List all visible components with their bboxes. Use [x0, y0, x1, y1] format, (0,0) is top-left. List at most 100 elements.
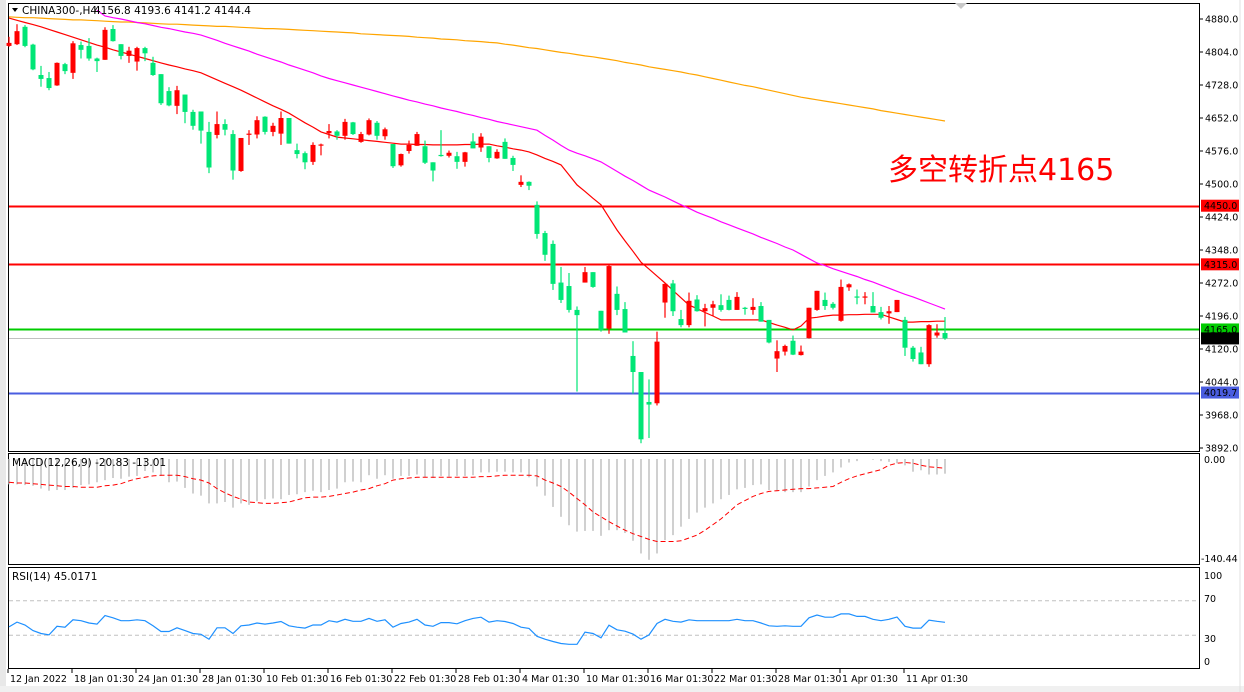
candle-body: [462, 152, 468, 162]
candle-body: [374, 122, 380, 136]
candle-body: [790, 340, 796, 355]
candle: [110, 25, 116, 42]
candle-body: [470, 141, 476, 149]
bottom-window-edge: [0, 686, 1244, 692]
level-price-tag: [1201, 332, 1239, 345]
candle: [326, 124, 332, 139]
candle: [702, 303, 708, 327]
time-tick-label: 10 Mar 01:30: [586, 674, 649, 685]
rsi-line: [8, 613, 946, 645]
candle-body: [422, 146, 428, 163]
candle-body: [662, 283, 668, 303]
candle: [806, 307, 812, 339]
rsi-label: RSI(14) 45.0171: [12, 571, 97, 583]
candle-body: [550, 243, 556, 284]
candle: [574, 306, 580, 392]
candle: [590, 272, 596, 288]
candle-body: [198, 111, 204, 131]
rsi-pane-border: [8, 567, 1200, 669]
candle-body: [102, 29, 108, 60]
candle: [126, 46, 132, 63]
candle: [238, 137, 244, 172]
candle-body: [862, 296, 868, 298]
candle: [414, 131, 420, 146]
candle: [782, 344, 788, 356]
rsi-axis-70: 70: [1204, 594, 1216, 605]
time-tick-label: 16 Mar 01:30: [650, 674, 713, 685]
candle: [638, 372, 644, 444]
price-tick-label: 4804.0: [1205, 48, 1238, 59]
candle-body: [302, 153, 308, 163]
candle: [150, 56, 156, 76]
candle-body: [686, 300, 692, 326]
candle: [470, 133, 476, 149]
candle-body: [166, 91, 172, 106]
candle-body: [182, 94, 188, 112]
rsi-axis-30: 30: [1204, 634, 1216, 645]
candle: [30, 43, 36, 71]
candle: [814, 290, 820, 311]
time-tick-label: 4 Mar 01:30: [522, 674, 579, 685]
candle: [774, 340, 780, 373]
candle-body: [902, 319, 908, 348]
candle-body: [654, 341, 660, 404]
slow-moving-average: [8, 16, 946, 122]
candle: [902, 316, 908, 356]
time-tick-label: 10 Feb 01:30: [266, 674, 328, 685]
time-tick-label: 22 Mar 01:30: [714, 674, 777, 685]
candle: [542, 230, 548, 261]
candle-body: [670, 283, 676, 312]
macd-label: MACD(12,26,9) -20.83 -13.01: [12, 457, 166, 469]
candle-body: [350, 122, 356, 135]
level-price-label: 4019.7: [1204, 388, 1237, 399]
candle-body: [870, 306, 876, 313]
candle-body: [734, 296, 740, 310]
price-axis: 4880.0 4804.0 4728.0 4652.0 4576.0 4500.0 4424…: [1199, 15, 1239, 455]
candle-body: [14, 31, 20, 45]
time-tick-label: 12 Jan 2022: [10, 674, 67, 685]
symbol-timeframe: CHINA300-,H4: [22, 5, 97, 17]
level-price-tag: [1201, 386, 1239, 399]
candle-body: [814, 290, 820, 310]
collapse-triangle-icon[interactable]: [12, 8, 18, 12]
macd-pane-border: [8, 453, 1200, 565]
chart-shift-marker-icon[interactable]: [955, 3, 967, 9]
candle: [102, 27, 108, 60]
price-pane[interactable]: CHINA300-,H4 4156.8 4193.6 4141.2 4144.4…: [6, 3, 1200, 452]
candle-body: [46, 78, 52, 89]
candle-body: [54, 62, 60, 86]
candle: [390, 144, 396, 168]
candle: [894, 299, 900, 313]
rsi-axis-0: 0: [1204, 657, 1210, 668]
candle: [70, 41, 76, 79]
candle-body: [926, 325, 932, 365]
candle: [62, 62, 68, 75]
candle: [502, 138, 508, 159]
candle: [366, 118, 372, 136]
candle: [406, 140, 412, 154]
candle-body: [174, 90, 180, 106]
candle: [22, 25, 28, 48]
candle-body: [294, 150, 300, 155]
rsi-pane[interactable]: RSI(14) 45.0171 100 70 30 0: [8, 567, 1223, 669]
candle-body: [454, 156, 460, 162]
price-tick-label: 4120.0: [1205, 345, 1238, 356]
candle: [430, 162, 436, 182]
candle-body: [478, 136, 484, 148]
candle-body: [726, 299, 732, 310]
candle: [486, 146, 492, 163]
macd-pane[interactable]: MACD(12,26,9) -20.83 -13.01 0.00 -140.44: [8, 453, 1238, 566]
candle-body: [718, 305, 724, 310]
candle: [742, 306, 748, 315]
candle-body: [502, 141, 508, 159]
candle: [654, 331, 660, 406]
candle: [526, 181, 532, 191]
candle: [310, 142, 316, 165]
candle: [534, 201, 540, 239]
candle-body: [158, 74, 164, 104]
candle: [750, 298, 756, 315]
candle-body: [22, 26, 28, 46]
candle-body: [70, 43, 76, 73]
candle-body: [438, 154, 444, 157]
